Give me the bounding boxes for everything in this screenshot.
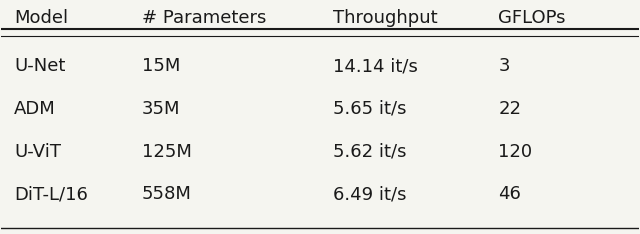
Text: ADM: ADM [14,100,56,118]
Text: 22: 22 [499,100,522,118]
Text: U-Net: U-Net [14,57,65,75]
Text: 125M: 125M [141,143,191,161]
Text: # Parameters: # Parameters [141,9,266,27]
Text: 15M: 15M [141,57,180,75]
Text: Model: Model [14,9,68,27]
Text: U-ViT: U-ViT [14,143,61,161]
Text: 6.49 it/s: 6.49 it/s [333,186,406,203]
Text: 120: 120 [499,143,532,161]
Text: 558M: 558M [141,186,191,203]
Text: 5.62 it/s: 5.62 it/s [333,143,406,161]
Text: 5.65 it/s: 5.65 it/s [333,100,406,118]
Text: Throughput: Throughput [333,9,437,27]
Text: DiT-L/16: DiT-L/16 [14,186,88,203]
Text: 35M: 35M [141,100,180,118]
Text: 14.14 it/s: 14.14 it/s [333,57,418,75]
Text: 3: 3 [499,57,510,75]
Text: GFLOPs: GFLOPs [499,9,566,27]
Text: 46: 46 [499,186,522,203]
